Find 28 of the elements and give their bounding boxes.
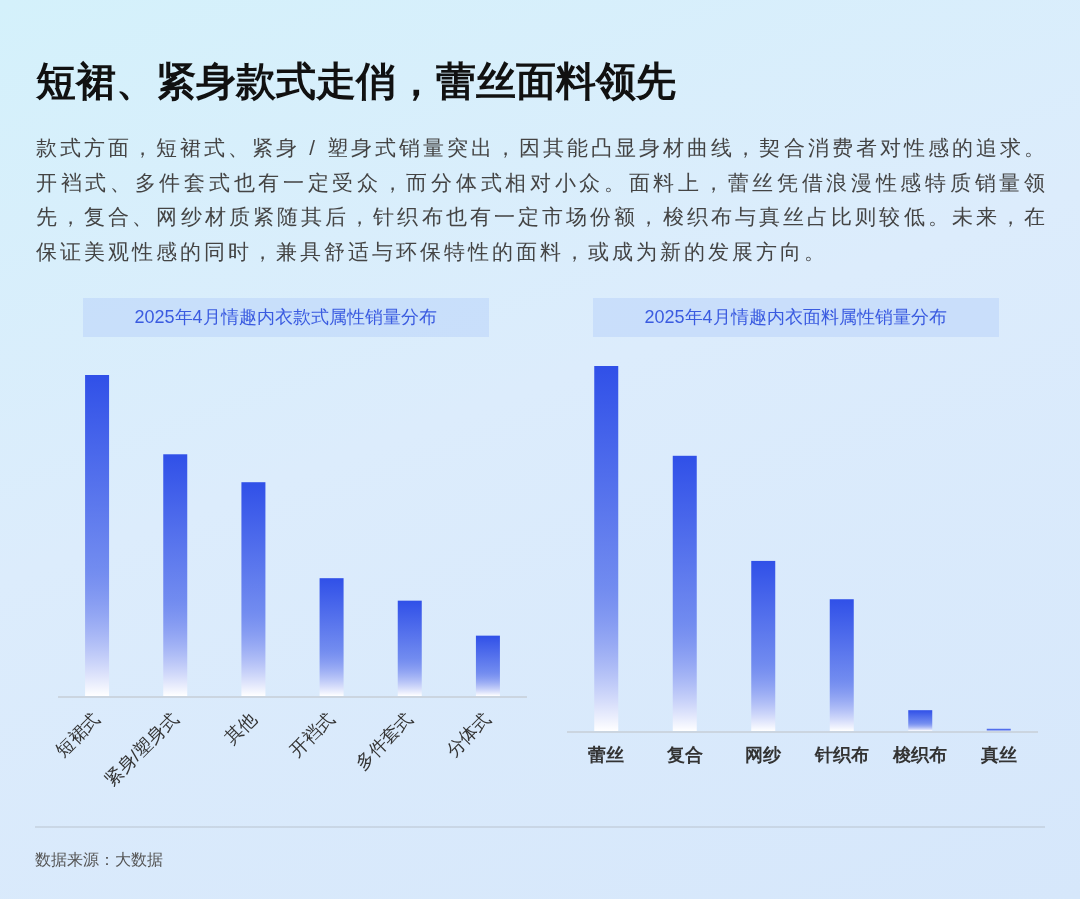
x-tick-label: 梭织布: [892, 745, 948, 765]
bar: [908, 710, 933, 731]
x-tick-label: 针织布: [813, 745, 869, 765]
chart-title: 2025年4月情趣内衣款式属性销量分布: [82, 298, 489, 337]
source-note: 数据来源：大数据: [35, 850, 163, 870]
x-tick-label: 网纱: [745, 745, 783, 765]
bar: [594, 366, 619, 731]
x-tick-label: 蕾丝: [587, 745, 625, 765]
x-tick-label: 开裆式: [286, 708, 339, 762]
bar: [163, 454, 188, 696]
x-tick-label: 复合: [665, 745, 703, 765]
bar: [319, 578, 344, 696]
chart-title: 2025年4月情趣内衣面料属性销量分布: [592, 298, 999, 337]
bar: [241, 482, 266, 696]
bar: [85, 375, 110, 696]
bar: [986, 728, 1011, 731]
x-tick-label: 多件套式: [351, 708, 417, 774]
bar: [397, 600, 422, 696]
x-tick-label: 真丝: [979, 745, 1017, 765]
bar: [829, 599, 854, 731]
x-tick-label: 短裙式: [51, 708, 104, 762]
bar: [751, 560, 776, 731]
text: 款式方面，短裙式、紧身 / 塑身式销量突出，因其能凸显身材曲线，契合消费者对性感的追求。开裆式、多件套式也有一定受众，而分体式相对小众。面料上，蕾丝凭借浪漫性感特质销量领先，复合、网纱材质紧随其后，针织布也有一定市场份额，梭织布与真丝占比则较低。未来，在保证美观性感的同时，兼具舒适与环保特性的面料，或成为新的发展方向。: [36, 135, 1048, 265]
x-tick-label: 其他: [220, 708, 261, 749]
bar: [672, 455, 697, 731]
x-tick-label: 分体式: [442, 708, 495, 762]
text: 短裙、紧身款式走俏，蕾丝面料领先: [36, 58, 676, 105]
bar: [475, 635, 500, 696]
